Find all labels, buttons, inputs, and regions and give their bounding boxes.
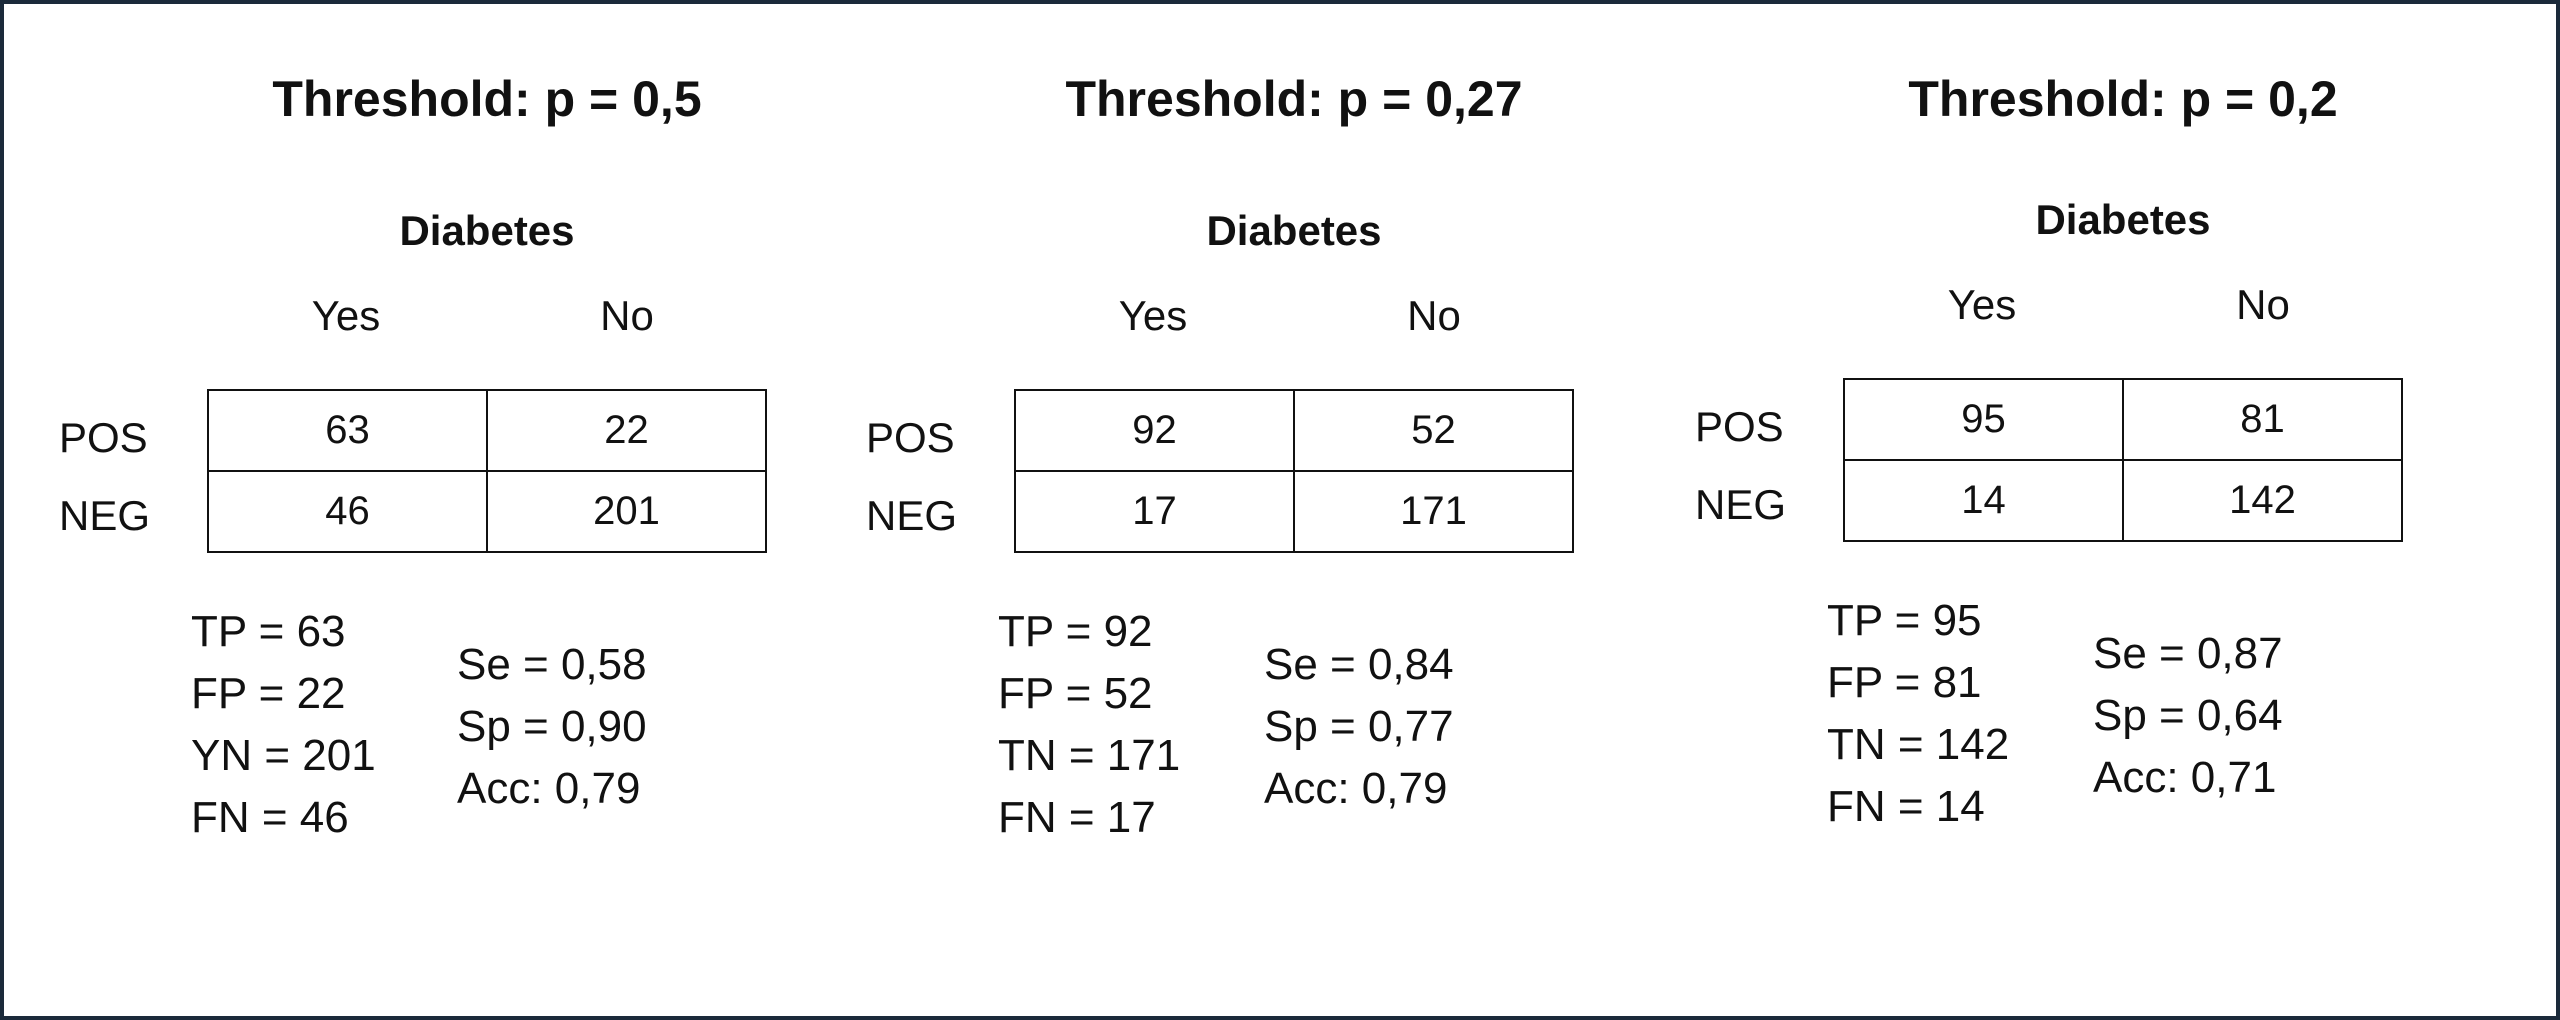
confusion-matrix: 92 52 17 171 <box>1014 389 1574 553</box>
counts-list: TP = 63 FP = 22 YN = 201 FN = 46 <box>191 601 376 849</box>
cell-pos-yes: 95 <box>1843 378 2124 461</box>
count-fp: FP = 81 <box>1827 658 1982 707</box>
count-fn: FN = 46 <box>191 793 349 842</box>
cell-neg-yes: 46 <box>207 470 488 553</box>
column-header-yes: Yes <box>311 292 381 339</box>
count-tn: TN = 142 <box>1827 720 2010 769</box>
count-tp: TP = 63 <box>191 607 346 656</box>
metric-accuracy: Acc: 0,79 <box>457 764 641 813</box>
count-fn: FN = 17 <box>998 793 1156 842</box>
confusion-matrix: 63 22 46 201 <box>207 389 767 553</box>
table-row: 17 171 <box>1014 470 1574 553</box>
metrics-list: Se = 0,58 Sp = 0,90 Acc: 0,79 <box>457 634 647 820</box>
cell-neg-no: 201 <box>486 470 767 553</box>
cell-neg-yes: 14 <box>1843 459 2124 542</box>
counts-list: TP = 92 FP = 52 TN = 171 FN = 17 <box>998 601 1180 849</box>
threshold-panel: Threshold: p = 0,5 Diabetes Yes No POS N… <box>0 0 820 1012</box>
count-tn: YN = 201 <box>191 731 376 780</box>
row-header-neg: NEG <box>1695 481 1787 528</box>
cell-neg-no: 142 <box>2122 459 2403 542</box>
metric-sensitivity: Se = 0,87 <box>2093 629 2283 678</box>
column-header-yes: Yes <box>1118 292 1188 339</box>
column-header-no: No <box>1407 292 1461 339</box>
metric-specificity: Sp = 0,90 <box>457 702 647 751</box>
confusion-matrix: 95 81 14 142 <box>1843 378 2403 542</box>
outcome-label: Diabetes <box>399 207 575 254</box>
count-tp: TP = 95 <box>1827 596 1982 645</box>
table-row: 63 22 <box>207 389 767 472</box>
metric-accuracy: Acc: 0,71 <box>2093 753 2277 802</box>
outcome-label: Diabetes <box>1206 207 1382 254</box>
panel-title: Threshold: p = 0,5 <box>272 71 702 127</box>
metric-accuracy: Acc: 0,79 <box>1264 764 1448 813</box>
metric-specificity: Sp = 0,64 <box>2093 691 2283 740</box>
table-row: 46 201 <box>207 470 767 553</box>
count-fn: FN = 14 <box>1827 782 1985 831</box>
metric-sensitivity: Se = 0,84 <box>1264 640 1454 689</box>
count-fp: FP = 52 <box>998 669 1153 718</box>
column-header-yes: Yes <box>1947 281 2017 328</box>
row-header-neg: NEG <box>59 492 151 539</box>
row-header-pos: POS <box>59 414 148 461</box>
count-tn: TN = 171 <box>998 731 1181 780</box>
counts-list: TP = 95 FP = 81 TN = 142 FN = 14 <box>1827 590 2009 838</box>
outcome-label: Diabetes <box>2035 196 2211 243</box>
metric-specificity: Sp = 0,77 <box>1264 702 1454 751</box>
cell-pos-yes: 63 <box>207 389 488 472</box>
metrics-list: Se = 0,87 Sp = 0,64 Acc: 0,71 <box>2093 623 2283 809</box>
metric-sensitivity: Se = 0,58 <box>457 640 647 689</box>
row-header-pos: POS <box>866 414 955 461</box>
table-row: 95 81 <box>1843 378 2403 461</box>
cell-pos-yes: 92 <box>1014 389 1295 472</box>
row-header-neg: NEG <box>866 492 958 539</box>
threshold-panel: Threshold: p = 0,27 Diabetes Yes No POS … <box>807 0 1627 1012</box>
metrics-list: Se = 0,84 Sp = 0,77 Acc: 0,79 <box>1264 634 1454 820</box>
cell-pos-no: 81 <box>2122 378 2403 461</box>
panel-title: Threshold: p = 0,27 <box>1065 71 1523 127</box>
threshold-panel: Threshold: p = 0,2 Diabetes Yes No POS N… <box>1636 0 2456 1012</box>
count-fp: FP = 22 <box>191 669 346 718</box>
table-row: 14 142 <box>1843 459 2403 542</box>
cell-pos-no: 52 <box>1293 389 1574 472</box>
cell-pos-no: 22 <box>486 389 767 472</box>
panel-title: Threshold: p = 0,2 <box>1908 71 2338 127</box>
row-header-pos: POS <box>1695 403 1784 450</box>
column-header-no: No <box>2236 281 2290 328</box>
table-row: 92 52 <box>1014 389 1574 472</box>
count-tp: TP = 92 <box>998 607 1153 656</box>
cell-neg-yes: 17 <box>1014 470 1295 553</box>
column-header-no: No <box>600 292 654 339</box>
cell-neg-no: 171 <box>1293 470 1574 553</box>
